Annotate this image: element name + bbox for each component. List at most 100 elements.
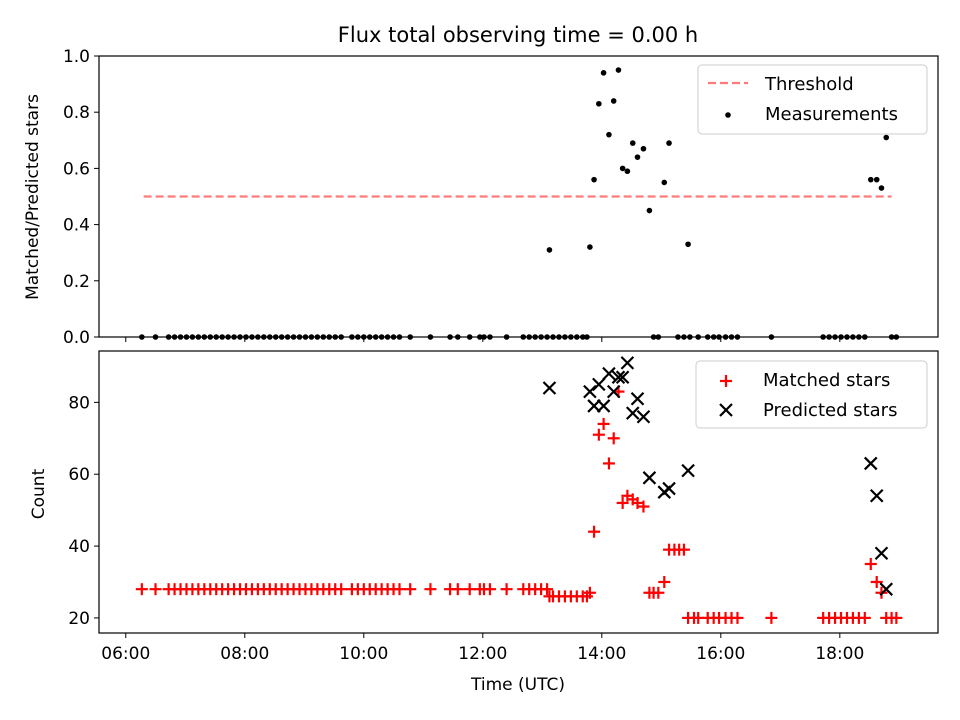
matched-star-point [541, 583, 554, 596]
measurement-point [883, 134, 890, 141]
measurement-point [624, 168, 631, 175]
legend-measurements-label: Measurements [765, 104, 898, 125]
top-plot: 0.0 0.2 0.4 0.6 0.8 1.0 Matched/Predicted sta… [23, 47, 939, 348]
top-x-ticks [125, 337, 841, 342]
bottom-x-tick-label: 16:00 [696, 644, 745, 664]
matched-star-point [652, 586, 665, 599]
bottom-y-axis-label: Count [29, 468, 49, 519]
bottom-y-tick-label: 20 [68, 609, 90, 629]
legend-predicted-swatch [719, 403, 733, 417]
bottom-y-ticks: 20 40 60 80 [68, 393, 99, 629]
measurement-point [615, 67, 622, 73]
measurement-point [661, 179, 668, 186]
measurement-point [646, 207, 653, 214]
top-y-ticks: 0.0 0.2 0.4 0.6 0.8 1.0 [63, 47, 99, 348]
predicted-star-point [636, 409, 651, 424]
measurement-point [591, 176, 597, 183]
top-legend-box [697, 64, 928, 135]
predicted-star-point [583, 384, 597, 399]
legend-predicted-label: Predicted stars [763, 400, 897, 421]
matched-star-point [602, 457, 615, 470]
predicted-star-point [863, 456, 878, 471]
matched-star-point [335, 583, 348, 596]
matched-star-point [135, 583, 148, 596]
matched-star-point [451, 583, 464, 596]
top-y-axis-label: Matched/Predicted stars [23, 94, 43, 300]
matched-star-point [890, 611, 903, 624]
matched-star-point [149, 583, 162, 596]
matched-star-point [592, 428, 605, 441]
measurement-point [606, 131, 612, 138]
measurement-point [685, 241, 691, 248]
matched-star-point [731, 611, 744, 624]
bottom-legend: Matched stars Predicted stars [695, 360, 928, 429]
measurement-point [596, 100, 602, 107]
predicted-star-point [542, 381, 557, 395]
matched-star-point [765, 611, 778, 624]
matched-star-point [424, 583, 437, 596]
predicted-star-point [596, 399, 611, 413]
legend-measurements-swatch [725, 112, 731, 118]
matched-star-point [858, 611, 871, 624]
predicted-star-point [592, 377, 606, 392]
matched-star-point [500, 583, 513, 596]
matched-star-point [588, 525, 601, 538]
matched-stars-points [135, 385, 903, 624]
legend-matched-swatch [720, 375, 732, 387]
matched-star-point [583, 586, 596, 599]
matched-star-point [637, 500, 650, 513]
predicted-stars-points [542, 356, 894, 596]
matched-star-point [607, 432, 620, 445]
bottom-y-tick-label: 80 [68, 393, 90, 413]
matched-star-point [616, 496, 629, 509]
predicted-star-point [606, 384, 621, 399]
legend-threshold-label: Threshold [764, 74, 854, 95]
bottom-plot: 20 40 60 80 06:00 08:00 10:00 12:00 14:00 16:00 1… [29, 350, 939, 695]
measurement-point [629, 140, 636, 146]
measurement-point [867, 176, 874, 183]
matched-star-point [483, 583, 496, 596]
measurement-points [139, 67, 900, 340]
top-y-tick-label: 0.0 [63, 328, 90, 348]
top-y-tick-label: 0.8 [63, 103, 90, 123]
bottom-x-tick-label: 06:00 [101, 644, 150, 664]
top-legend: Threshold Measurements [697, 64, 928, 135]
matched-star-point [658, 575, 671, 588]
chart-title: Flux total observing time = 0.00 h [338, 23, 698, 47]
top-y-tick-label: 0.6 [63, 159, 90, 179]
measurement-point [666, 140, 672, 146]
bottom-x-tick-label: 08:00 [220, 644, 269, 664]
measurement-point [640, 145, 647, 152]
matched-star-point [864, 558, 877, 571]
predicted-star-point [630, 392, 645, 406]
measurement-point [610, 98, 617, 104]
predicted-star-point [874, 546, 889, 561]
matched-star-point [463, 583, 476, 596]
measurement-point [878, 185, 885, 191]
predicted-star-point [611, 370, 626, 385]
bottom-x-tick-label: 18:00 [815, 644, 864, 664]
matched-star-point [870, 575, 883, 588]
top-y-tick-label: 0.2 [63, 272, 90, 292]
predicted-star-point [879, 582, 894, 596]
top-y-tick-label: 0.4 [63, 216, 90, 236]
predicted-star-point [625, 406, 640, 420]
matched-star-point [404, 583, 417, 596]
bottom-y-tick-label: 40 [68, 537, 90, 557]
bottom-y-tick-label: 60 [68, 465, 90, 485]
measurement-point [600, 70, 607, 76]
predicted-star-point [642, 471, 657, 485]
top-axes-frame [98, 55, 939, 338]
bottom-x-ticks: 06:00 08:00 10:00 12:00 14:00 16:00 18:00 [101, 633, 864, 664]
bottom-x-tick-label: 14:00 [577, 644, 626, 664]
predicted-star-point [620, 356, 635, 370]
top-y-tick-label: 1.0 [63, 47, 90, 67]
predicted-star-point [681, 463, 695, 478]
predicted-star-point [662, 481, 676, 496]
matched-star-point [677, 543, 690, 556]
measurement-point [587, 244, 593, 250]
bottom-x-tick-label: 12:00 [458, 644, 507, 664]
bottom-axes-frame [98, 350, 939, 634]
measurement-point [873, 176, 880, 183]
